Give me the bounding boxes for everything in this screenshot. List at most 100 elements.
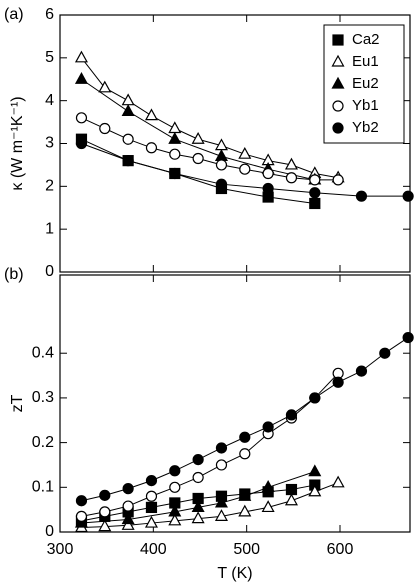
marker xyxy=(309,392,321,404)
marker xyxy=(262,421,274,433)
marker xyxy=(145,475,158,487)
x-tick-label: 600 xyxy=(327,541,354,558)
marker xyxy=(122,500,134,512)
y-tick-label: 0.2 xyxy=(32,434,54,451)
marker xyxy=(402,331,414,344)
x-tick-label: 500 xyxy=(233,541,260,558)
x-axis-title: T (K) xyxy=(217,565,252,582)
marker xyxy=(168,504,182,517)
marker xyxy=(332,376,344,388)
marker xyxy=(262,182,274,195)
plot-frame xyxy=(59,274,411,533)
marker xyxy=(98,80,112,93)
marker xyxy=(144,515,158,528)
marker xyxy=(191,500,205,513)
marker xyxy=(99,489,111,501)
marker xyxy=(285,409,298,421)
panel-label: (a) xyxy=(4,6,24,23)
y-tick-label: 3 xyxy=(45,135,54,152)
y-tick-label: 0.3 xyxy=(32,389,54,406)
marker xyxy=(214,495,228,508)
legend-label: Yb2 xyxy=(352,119,379,136)
marker xyxy=(75,112,88,124)
marker xyxy=(74,515,88,528)
marker xyxy=(74,72,88,84)
y-tick-label: 0 xyxy=(45,263,54,280)
y-axis-title: zT xyxy=(9,394,26,412)
y-tick-label: 0 xyxy=(45,523,54,540)
marker xyxy=(168,513,182,526)
marker xyxy=(145,501,158,514)
marker xyxy=(215,159,228,171)
marker xyxy=(121,512,135,525)
y-tick-label: 5 xyxy=(45,49,54,66)
y-axis-title: κ (W m⁻¹K⁻¹) xyxy=(9,96,26,190)
marker xyxy=(145,490,158,502)
series-line xyxy=(81,143,409,197)
marker xyxy=(239,431,251,443)
y-tick-label: 0.1 xyxy=(32,479,54,496)
marker xyxy=(239,163,251,175)
marker xyxy=(98,519,112,532)
series-line xyxy=(81,337,409,502)
legend-label: Ca2 xyxy=(352,31,380,48)
marker xyxy=(75,137,88,150)
marker xyxy=(261,500,275,513)
legend-marker xyxy=(332,100,344,112)
marker xyxy=(192,453,204,466)
panel-label: (b) xyxy=(4,266,24,283)
y-tick-label: 2 xyxy=(45,178,54,195)
marker xyxy=(169,465,181,477)
marker xyxy=(192,471,204,484)
marker xyxy=(284,157,298,170)
marker xyxy=(215,459,228,471)
marker xyxy=(99,506,111,518)
marker xyxy=(238,504,252,517)
y-tick-label: 1 xyxy=(45,220,54,237)
y-tick-label: 6 xyxy=(45,6,54,23)
legend-marker xyxy=(332,34,344,46)
x-tick-label: 300 xyxy=(47,541,74,558)
marker xyxy=(75,510,88,522)
marker xyxy=(309,174,321,186)
marker xyxy=(122,483,134,495)
marker xyxy=(192,152,204,165)
marker xyxy=(75,495,88,507)
marker xyxy=(285,172,298,184)
marker xyxy=(74,50,88,63)
legend-label: Eu2 xyxy=(352,75,379,92)
series-line xyxy=(81,372,339,517)
marker xyxy=(285,483,298,496)
legend-marker xyxy=(331,76,345,89)
marker xyxy=(215,178,228,190)
marker xyxy=(238,488,252,501)
series-line xyxy=(81,57,339,179)
series-line xyxy=(81,138,315,204)
legend-marker xyxy=(331,54,345,67)
marker xyxy=(121,93,135,106)
marker xyxy=(331,475,345,488)
marker xyxy=(284,493,298,506)
legend-marker xyxy=(332,122,344,134)
marker xyxy=(169,481,181,493)
marker xyxy=(355,190,368,202)
marker xyxy=(214,509,228,521)
marker xyxy=(332,174,344,186)
marker xyxy=(309,197,321,210)
marker xyxy=(99,122,111,135)
marker xyxy=(309,187,321,199)
marker xyxy=(121,518,135,530)
marker xyxy=(168,131,182,144)
x-tick-label: 400 xyxy=(140,541,167,558)
series-line xyxy=(81,117,339,181)
marker xyxy=(191,511,205,524)
marker xyxy=(261,480,275,492)
marker xyxy=(308,484,322,497)
marker xyxy=(121,104,135,116)
marker xyxy=(144,108,158,121)
marker xyxy=(355,365,368,377)
marker xyxy=(168,121,182,134)
marker xyxy=(262,167,274,180)
legend-label: Yb1 xyxy=(352,97,379,114)
